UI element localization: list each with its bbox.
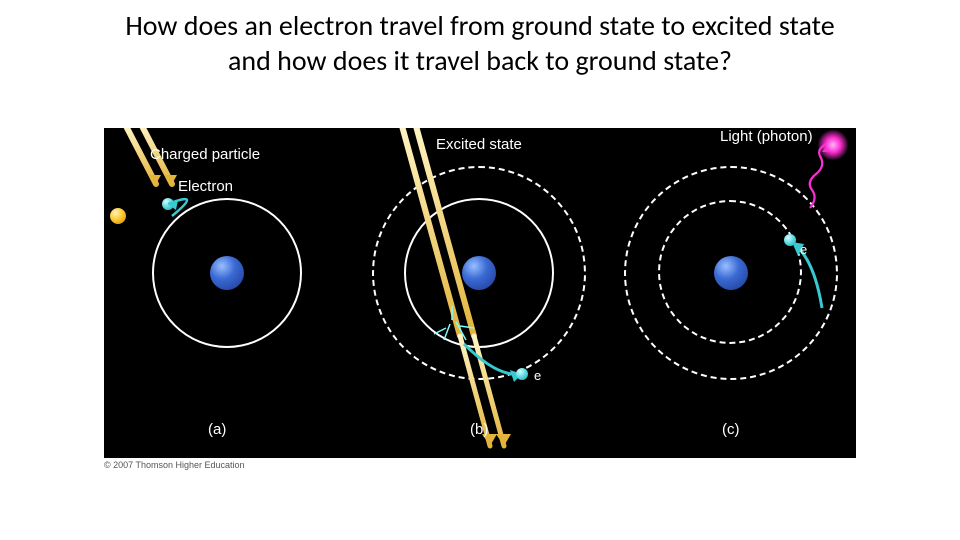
- panel-letter-c: (c): [722, 421, 740, 438]
- photon-glow: [818, 130, 848, 160]
- slide-title: How does an electron travel from ground …: [0, 0, 960, 78]
- electron-c: [784, 234, 796, 246]
- electron-b: [516, 368, 528, 380]
- label-excited-state: Excited state: [436, 136, 522, 153]
- nucleus-a: [210, 256, 244, 290]
- label-e-c: e: [800, 242, 807, 257]
- label-electron: Electron: [178, 178, 233, 195]
- panel-c: e Light (photon) (c): [614, 128, 856, 458]
- nucleus-b: [462, 256, 496, 290]
- label-light-photon: Light (photon): [720, 128, 813, 145]
- nucleus-c: [714, 256, 748, 290]
- charged-particle-dot-a: [110, 208, 126, 224]
- figure-credit: © 2007 Thomson Higher Education: [104, 460, 245, 470]
- panel-letter-b: (b): [470, 421, 488, 438]
- panel-letter-a: (a): [208, 421, 226, 438]
- figure-area: Charged particle Electron (a): [104, 128, 856, 458]
- panel-a: Charged particle Electron (a): [104, 128, 334, 458]
- label-charged-particle: Charged particle: [150, 146, 260, 163]
- label-e-b: e: [534, 368, 541, 383]
- electron-a: [162, 198, 174, 210]
- panel-b: e Excited state (b): [348, 128, 610, 458]
